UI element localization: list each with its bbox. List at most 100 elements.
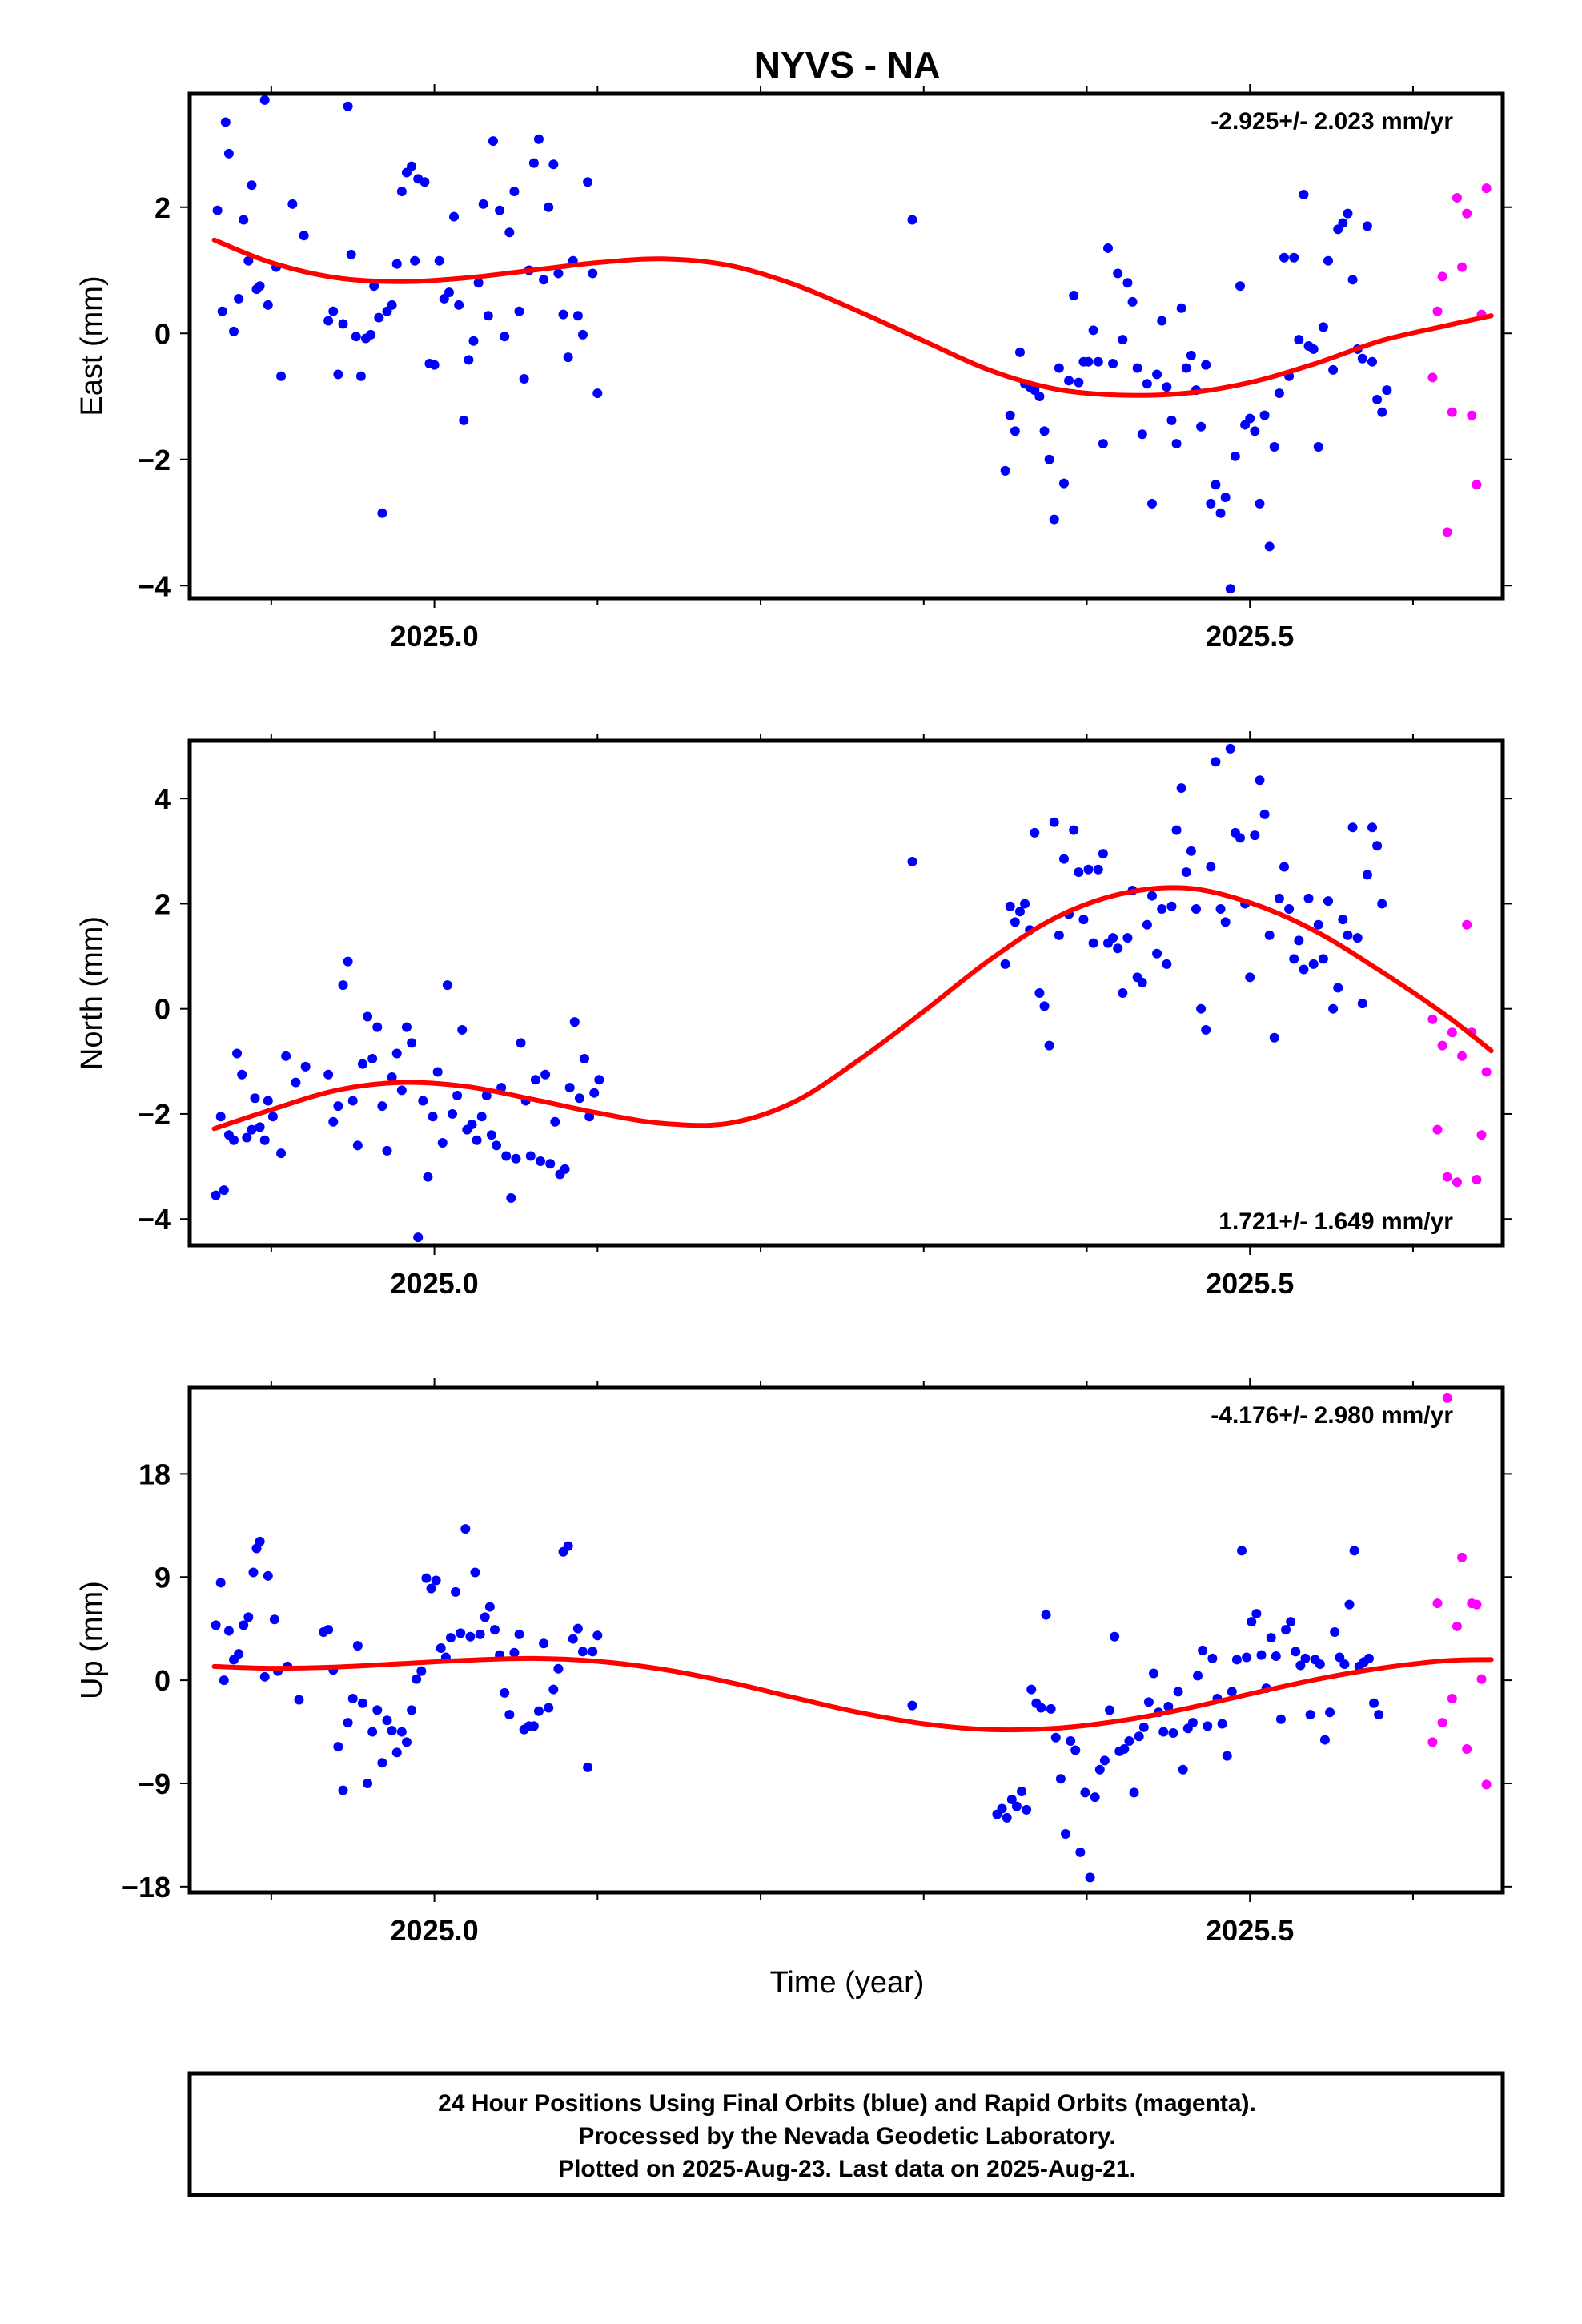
final-orbit-point (432, 1067, 443, 1077)
final-orbit-point (1242, 1652, 1252, 1663)
final-orbit-point (1066, 1736, 1076, 1746)
final-orbit-point (382, 1715, 392, 1726)
final-orbit-point (1083, 864, 1094, 875)
x-tick-label: 2025.5 (1206, 1914, 1294, 1947)
final-orbit-point (267, 1112, 278, 1122)
final-orbit-point (374, 312, 384, 323)
final-orbit-point (1349, 1546, 1359, 1556)
final-orbit-point (1308, 344, 1319, 354)
final-orbit-point (387, 300, 397, 310)
final-orbit-point (1339, 1659, 1350, 1670)
final-orbit-point (1211, 480, 1221, 490)
final-orbit-point (1080, 1787, 1090, 1798)
final-orbit-point (580, 1054, 590, 1064)
final-orbit-point (1173, 1687, 1183, 1697)
final-orbit-point (1152, 369, 1162, 380)
final-orbit-point (401, 1737, 412, 1747)
final-orbit-point (473, 278, 484, 288)
final-orbit-point (215, 1578, 226, 1588)
final-orbit-point (323, 1069, 334, 1080)
final-orbit-point (492, 1140, 502, 1151)
final-orbit-point (1266, 1633, 1276, 1643)
rapid-orbit-point (1432, 1124, 1443, 1135)
rapid-orbit-point (1472, 480, 1482, 490)
final-orbit-point (366, 329, 376, 340)
rapid-orbit-point (1432, 306, 1443, 316)
final-orbit-point (1102, 243, 1113, 253)
final-orbit-point (470, 1567, 480, 1578)
final-orbit-point (1163, 1702, 1174, 1712)
final-orbit-point (545, 1159, 556, 1169)
x-tick-label: 2025.0 (391, 1914, 479, 1947)
final-orbit-point (1085, 1872, 1095, 1883)
final-orbit-point (516, 1038, 526, 1048)
final-orbit-point (357, 1059, 367, 1069)
final-orbit-point (229, 326, 239, 336)
rapid-orbit-point (1447, 1027, 1457, 1038)
final-orbit-point (456, 1628, 466, 1638)
final-orbit-point (1137, 429, 1147, 440)
final-orbit-point (476, 1112, 487, 1122)
final-orbit-point (211, 1190, 221, 1200)
final-orbit-point (1054, 363, 1064, 373)
final-orbit-point (514, 1629, 524, 1639)
final-orbit-point (223, 1626, 234, 1636)
final-orbit-point (372, 1705, 383, 1715)
final-orbit-point (1295, 1660, 1306, 1671)
final-orbit-point (1099, 1755, 1110, 1766)
final-orbit-point (1227, 1687, 1237, 1697)
rapid-orbit-point (1462, 919, 1472, 930)
final-orbit-point (423, 1172, 433, 1182)
final-orbit-point (553, 1663, 564, 1674)
final-orbit-point (489, 1625, 500, 1635)
final-orbit-point (1235, 833, 1245, 843)
final-orbit-point (1255, 498, 1265, 509)
final-orbit-point (1196, 421, 1207, 432)
final-orbit-point (1157, 904, 1167, 914)
final-orbit-point (1362, 870, 1372, 880)
final-orbit-point (1046, 1703, 1056, 1714)
rapid-orbit-point (1476, 1674, 1487, 1684)
final-orbit-point (429, 360, 440, 370)
final-orbit-point (234, 1649, 244, 1659)
final-orbit-point (1269, 1032, 1279, 1043)
rapid-orbit-point (1437, 1040, 1447, 1051)
final-orbit-point (1279, 252, 1290, 263)
y-axis-label: Up (mm) (75, 1581, 109, 1699)
final-orbit-point (263, 1096, 273, 1106)
final-orbit-point (434, 255, 444, 266)
final-orbit-point (352, 1140, 363, 1151)
final-orbit-point (243, 1612, 254, 1622)
final-orbit-point (1279, 862, 1290, 872)
final-orbit-point (1118, 988, 1128, 998)
final-orbit-point (1222, 1751, 1232, 1761)
rapid-orbit-point (1427, 372, 1438, 383)
final-orbit-point (563, 1541, 573, 1551)
y-tick-label: 0 (155, 317, 171, 350)
final-orbit-point (1118, 335, 1128, 345)
plot-frame (187, 738, 1505, 1248)
final-orbit-point (448, 1108, 457, 1119)
final-orbit-point (457, 1024, 468, 1035)
final-orbit-point (1157, 316, 1167, 326)
rate-label: -4.176+/- 2.980 mm/yr (1211, 1402, 1453, 1429)
final-orbit-point (1250, 830, 1260, 841)
final-orbit-point (445, 1633, 456, 1643)
final-orbit-point (1357, 353, 1367, 364)
panel-east: 2025.0 2025.5 −4 −2 0 2 East (mm) -2.925+/- 2.0… (75, 84, 1512, 653)
final-orbit-point (1313, 919, 1323, 930)
final-orbit-point (1201, 1024, 1211, 1035)
final-orbit-point (1196, 1003, 1207, 1014)
final-orbit-point (372, 1022, 383, 1032)
final-orbit-point (1235, 281, 1245, 292)
final-orbit-point (548, 159, 559, 170)
final-orbit-point (1093, 356, 1103, 367)
final-orbit-point (1088, 325, 1098, 336)
panel-north: 2025.0 2025.5 −4 −2 0 2 4 North (mm) 1.721+/- 1.… (75, 731, 1512, 1300)
final-orbit-point (328, 306, 339, 316)
y-tick-label: 9 (155, 1561, 171, 1594)
final-orbit-point (1146, 498, 1157, 509)
final-orbit-point (1122, 933, 1133, 943)
final-orbit-point (418, 1096, 428, 1106)
final-orbit-point (1343, 930, 1353, 940)
